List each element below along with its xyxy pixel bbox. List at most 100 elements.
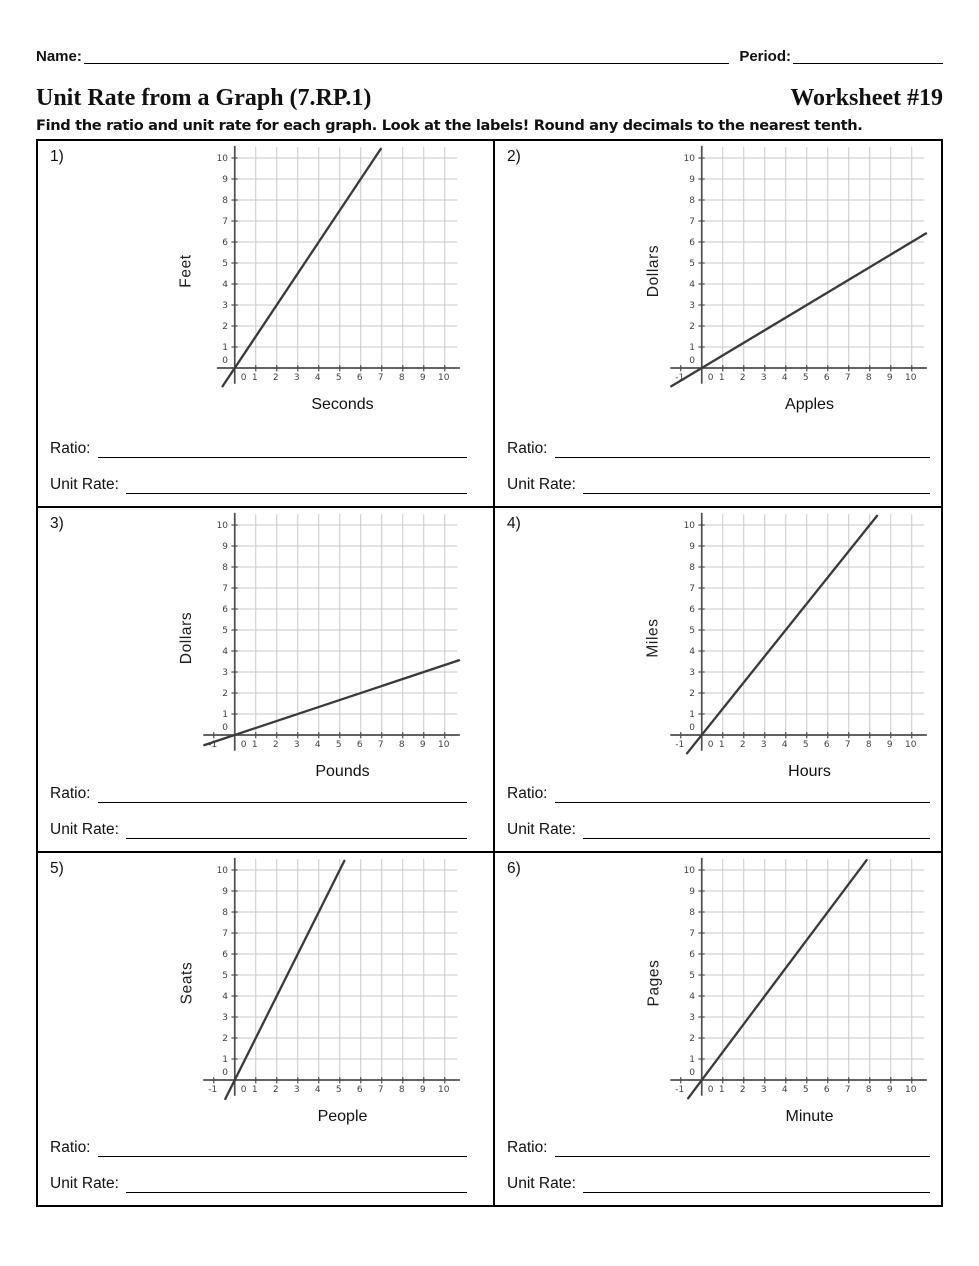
y-axis-label-wrap: Dollars	[643, 145, 665, 396]
svg-text:4: 4	[689, 992, 695, 1002]
svg-text:6: 6	[222, 950, 228, 960]
svg-text:9: 9	[887, 373, 893, 383]
svg-text:2: 2	[222, 689, 228, 699]
graph-1: Feet 0 1 2 3 4 5 6 7 8 9 10 0 1 2 3 4 5 6 7 8 9 10 Seconds	[176, 145, 461, 414]
unit-rate-label: Unit Rate:	[50, 476, 119, 493]
graph-6: Pages -1 0 1 2 3 4 5 6 7 8 9 10 0 1 2 3 4 5 6 7 8 9 10 Minute	[643, 857, 928, 1126]
svg-text:6: 6	[689, 950, 695, 960]
svg-text:2: 2	[273, 373, 279, 383]
svg-text:0: 0	[708, 373, 714, 383]
svg-text:3: 3	[222, 1013, 228, 1023]
svg-text:9: 9	[420, 373, 426, 383]
svg-text:8: 8	[866, 1085, 872, 1095]
svg-text:1: 1	[689, 710, 695, 720]
svg-text:9: 9	[222, 542, 228, 552]
svg-text:8: 8	[222, 563, 228, 573]
svg-text:0: 0	[241, 740, 247, 750]
svg-text:3: 3	[689, 668, 695, 678]
name-field-label: Name:	[36, 48, 82, 65]
svg-text:7: 7	[222, 929, 228, 939]
svg-text:2: 2	[689, 322, 695, 332]
svg-text:5: 5	[689, 626, 695, 636]
problem-number: 3)	[50, 515, 64, 532]
svg-text:5: 5	[336, 373, 342, 383]
ratio-label: Ratio:	[50, 440, 91, 457]
problem-number: 4)	[507, 515, 521, 532]
ratio-blank	[97, 441, 467, 458]
worksheet-table: 1) Feet 0 1 2 3 4 5 6 7 8 9 10 0 1 2 3 4 5 6 7 8 9 10 Seconds…	[36, 139, 943, 1207]
x-axis-label: Minute	[785, 1108, 834, 1125]
graph-3: Dollars -1 0 1 2 3 4 5 6 7 8 9 10 0 1 2 3 4 5 6 7 8 9 10 Pound…	[176, 512, 461, 781]
svg-text:9: 9	[689, 542, 695, 552]
ratio-blank	[97, 1140, 467, 1157]
svg-text:5: 5	[222, 259, 228, 269]
svg-text:-1: -1	[208, 1085, 217, 1095]
problem-number: 6)	[507, 860, 521, 877]
svg-text:0: 0	[222, 356, 228, 366]
problem-cell-2: 2) Dollars -1 0 1 2 3 4 5 6 7 8 9 10 0 1 2 3 4 5 6 7 8 9 10 Ap…	[495, 141, 941, 508]
svg-text:5: 5	[803, 1085, 809, 1095]
svg-text:4: 4	[315, 1085, 321, 1095]
unit-rate-label: Unit Rate:	[507, 476, 576, 493]
svg-text:4: 4	[782, 373, 788, 383]
svg-text:3: 3	[294, 740, 300, 750]
svg-text:7: 7	[845, 373, 851, 383]
svg-text:1: 1	[689, 1055, 695, 1065]
svg-text:7: 7	[845, 1085, 851, 1095]
svg-text:6: 6	[357, 1085, 363, 1095]
y-axis-label: Dollars	[178, 611, 195, 664]
svg-text:7: 7	[689, 584, 695, 594]
svg-text:4: 4	[315, 740, 321, 750]
svg-text:4: 4	[222, 280, 228, 290]
svg-text:8: 8	[689, 908, 695, 918]
svg-text:4: 4	[315, 373, 321, 383]
period-field-label: Period:	[739, 48, 791, 65]
problem-number: 2)	[507, 148, 521, 165]
name-blank	[83, 48, 730, 64]
y-axis-label: Miles	[645, 617, 663, 658]
svg-text:3: 3	[222, 668, 228, 678]
x-axis-label: Pounds	[315, 763, 370, 780]
svg-text:3: 3	[761, 1085, 767, 1095]
answer-block: Ratio: Unit Rate:	[38, 781, 493, 839]
svg-text:5: 5	[803, 740, 809, 750]
svg-text:5: 5	[336, 1085, 342, 1095]
svg-text:8: 8	[222, 196, 228, 206]
problem-number: 1)	[50, 148, 64, 165]
unit-rate-blank	[125, 822, 467, 839]
svg-text:7: 7	[689, 217, 695, 227]
svg-text:5: 5	[222, 971, 228, 981]
answer-block: Ratio: Unit Rate:	[38, 436, 493, 494]
problem-cell-3: 3) Dollars -1 0 1 2 3 4 5 6 7 8 9 10 0 1 2 3 4 5 6 7 8 9 10 Po…	[38, 508, 495, 853]
y-axis-label: Feet	[178, 253, 196, 288]
svg-text:9: 9	[689, 175, 695, 185]
period-blank	[793, 48, 943, 64]
answer-block: Ratio: Unit Rate:	[495, 436, 941, 494]
svg-text:2: 2	[689, 689, 695, 699]
ratio-blank	[97, 786, 467, 803]
x-axis-label: Seconds	[311, 396, 374, 413]
problem-cell-1: 1) Feet 0 1 2 3 4 5 6 7 8 9 10 0 1 2 3 4 5 6 7 8 9 10 Seconds…	[38, 141, 495, 508]
problem-cell-4: 4) Miles -1 0 1 2 3 4 5 6 7 8 9 10 0 1 2 3 4 5 6 7 8 9 10 Hour…	[495, 508, 941, 853]
svg-text:9: 9	[887, 740, 893, 750]
svg-text:5: 5	[803, 373, 809, 383]
unit-rate-blank	[582, 477, 930, 494]
svg-text:9: 9	[420, 740, 426, 750]
unit-rate-label: Unit Rate:	[50, 821, 119, 838]
svg-text:10: 10	[438, 740, 450, 750]
svg-text:4: 4	[222, 647, 228, 657]
svg-text:2: 2	[740, 1085, 746, 1095]
svg-text:3: 3	[689, 1013, 695, 1023]
svg-text:1: 1	[689, 343, 695, 353]
x-axis-label: People	[317, 1108, 368, 1125]
svg-text:8: 8	[866, 373, 872, 383]
svg-text:3: 3	[294, 373, 300, 383]
svg-text:6: 6	[357, 373, 363, 383]
svg-text:6: 6	[824, 1085, 830, 1095]
svg-text:1: 1	[222, 343, 228, 353]
svg-text:5: 5	[689, 971, 695, 981]
svg-text:10: 10	[905, 373, 917, 383]
svg-text:3: 3	[222, 301, 228, 311]
